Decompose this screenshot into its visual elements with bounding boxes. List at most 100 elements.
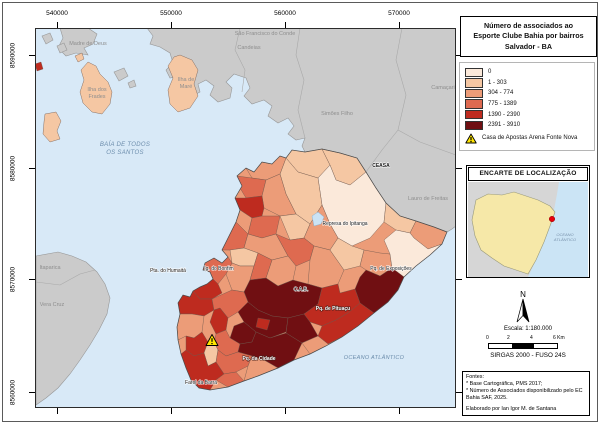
datum-label: SIRGAS 2000 - FUSO 24S — [490, 352, 566, 359]
axis-label-top: 560000 — [274, 10, 296, 17]
sources-credit: Elaborado por Ian Igor M. de Santana — [466, 406, 557, 413]
label-ocean: OCEANO ATLÂNTICO — [344, 354, 405, 361]
axis-tick — [29, 55, 35, 56]
scale-bar — [488, 343, 558, 349]
label-island: Ilha de — [178, 77, 195, 83]
axis-tick — [285, 22, 286, 28]
axis-tick — [57, 22, 58, 28]
map-svg: São Francisco do Conde Madre de Deus Can… — [34, 27, 457, 406]
legend-swatch — [465, 67, 483, 78]
axis-label-top: 570000 — [388, 10, 410, 17]
legend-label: 304 - 774 — [488, 90, 514, 97]
map-title-line: Salvador - BA — [504, 41, 553, 51]
legend-item: 304 - 774 — [465, 88, 594, 99]
legend-swatch — [465, 109, 483, 120]
axis-tick — [171, 22, 172, 28]
legend-item: 1 - 303 — [465, 78, 594, 89]
label-municipality: Lauro de Freitas — [408, 196, 448, 202]
label-municipality: Camaçari — [431, 85, 455, 91]
mainland-municipalities — [35, 27, 457, 406]
axis-tick — [29, 279, 35, 280]
scale-tick-label: 0 — [486, 335, 489, 341]
label-municipality: Madre de Deus — [69, 41, 107, 47]
legend-label: Casa de Apostas Arena Fonte Nova — [482, 135, 578, 142]
legend-item: 1390 - 2390 — [465, 109, 594, 120]
inset-ocean-label: ATLÂNTICO — [553, 237, 576, 242]
label-landmark: C.A.B. — [294, 287, 308, 293]
map-frame: São Francisco do Conde Madre de Deus Can… — [34, 27, 457, 408]
north-arrow: N — [516, 290, 530, 323]
label-island: Ilha dos — [87, 87, 107, 93]
axis-tick — [399, 408, 400, 414]
inset-ocean-label: OCEANO — [556, 232, 573, 237]
scale-bar-labels: 0 2 4 6 Km — [486, 335, 572, 342]
salvador-islands — [34, 52, 199, 143]
scale-tick-label: 4 — [530, 335, 533, 341]
north-label: N — [520, 290, 526, 299]
legend-label: 0 — [488, 69, 492, 76]
label-island: Frades — [88, 94, 105, 100]
label-landmark: Pq. da Cidade — [242, 356, 275, 362]
axis-tick — [285, 408, 286, 414]
axis-tick — [29, 168, 35, 169]
legend-swatch — [465, 88, 483, 99]
legend-label: 775 - 1389 — [488, 101, 517, 108]
label-bay: OS SANTOS — [106, 150, 144, 156]
axis-tick — [456, 392, 462, 393]
legend-label: 1390 - 2390 — [488, 111, 521, 118]
ipitanga-reservoir — [311, 211, 325, 227]
axis-label-left: 8570000 — [9, 266, 17, 293]
axis-label-left: 8560000 — [9, 379, 17, 406]
legend-swatch — [465, 99, 483, 109]
title-box: Número de associados ao Esporte Clube Ba… — [460, 16, 597, 57]
itaparica-island — [35, 251, 111, 406]
label-municipality: São Francisco do Conde — [235, 31, 296, 37]
legend-item-marker: Casa de Apostas Arena Fonte Nova — [465, 132, 594, 145]
scale-caption: Escala: 1:180.000 — [503, 326, 553, 332]
axis-tick — [29, 392, 35, 393]
axis-label-top: 540000 — [46, 10, 68, 17]
legend-swatch — [465, 78, 483, 88]
inset-salvador-dot — [548, 216, 555, 223]
inset-map: ENCARTE DE LOCALIZAÇÃO OCEANO ATLÂNTICO — [466, 165, 590, 278]
legend-label: 1 - 303 — [488, 79, 507, 86]
axis-label-top: 550000 — [160, 10, 182, 17]
legend-item: 2391 - 3910 — [465, 120, 594, 131]
label-municipality: Simões Filho — [321, 111, 353, 117]
axis-tick — [456, 279, 462, 280]
legend: 0 1 - 303 304 - 774 775 - 1389 1390 - 23… — [459, 62, 595, 151]
neighborhood-cells — [177, 149, 447, 390]
label-landmark: Pq. de Pituaçu — [316, 306, 350, 312]
label-bay: BAÍA DE TODOS — [100, 141, 150, 148]
label-island: Maré — [180, 84, 193, 90]
axis-tick — [456, 168, 462, 169]
sources-heading: Fontes: — [466, 374, 484, 380]
sources-line: * Número de Associados disponibilizado p… — [466, 388, 583, 402]
map-title-line: Número de associados ao — [483, 20, 574, 30]
axis-label-left: 8580000 — [9, 155, 17, 182]
axis-tick — [171, 408, 172, 414]
axis-tick — [399, 22, 400, 28]
scale-tick-label: 2 — [507, 335, 510, 341]
label-landmark: Ig. do Bonfim — [204, 266, 233, 272]
map-title-line: Esporte Clube Bahia por bairros — [473, 31, 584, 41]
inset-bahia-state — [471, 191, 556, 275]
label-landmark: Represa do Ipitanga — [322, 221, 367, 227]
label-municipality: Candeias — [237, 45, 260, 51]
legend-swatch — [465, 120, 483, 131]
axis-label-left: 8590000 — [9, 42, 17, 69]
label-municipality: Vera Cruz — [40, 302, 65, 308]
label-landmark: Farol da Barra — [185, 380, 217, 386]
sources-line: * Base Cartográfica, PMS 2017; — [466, 381, 543, 388]
legend-item: 0 — [465, 67, 594, 78]
legend-item: 775 - 1389 — [465, 99, 594, 110]
map-labels: São Francisco do Conde Madre de Deus Can… — [39, 31, 455, 387]
label-landmark: Pta. do Humaitá — [150, 268, 186, 274]
axis-tick — [57, 408, 58, 414]
inset-ocean — [528, 182, 588, 277]
sources-box: Fontes: * Base Cartográfica, PMS 2017; *… — [462, 371, 590, 416]
label-municipality: Itaparica — [39, 265, 61, 271]
arena-fonte-nova-marker-icon — [205, 334, 219, 346]
scale-tick-label: 6 Km — [553, 335, 565, 341]
inset-map-svg: OCEANO ATLÂNTICO — [468, 182, 588, 277]
